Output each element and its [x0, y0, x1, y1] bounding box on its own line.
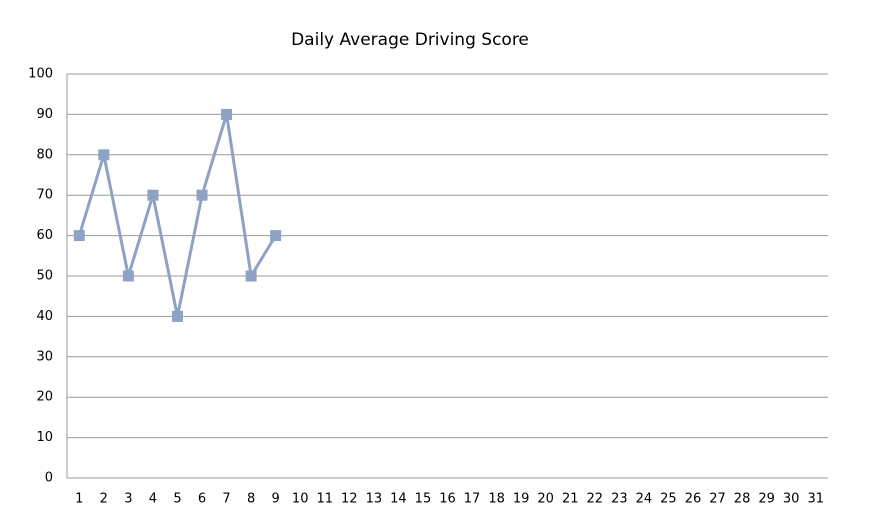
x-tick-label: 1 — [75, 492, 83, 507]
x-tick-label: 14 — [390, 492, 407, 507]
x-tick-label: 2 — [100, 492, 108, 507]
y-tick-label: 70 — [36, 188, 53, 203]
x-tick-label: 17 — [464, 492, 481, 507]
x-tick-label: 30 — [783, 492, 800, 507]
x-tick-label: 8 — [247, 492, 255, 507]
y-tick-label: 20 — [36, 390, 53, 405]
y-tick-label: 0 — [45, 471, 53, 486]
x-tick-label: 3 — [124, 492, 132, 507]
y-tick-label: 90 — [36, 107, 53, 122]
y-tick-label: 80 — [36, 147, 53, 162]
y-tick-label: 40 — [36, 309, 53, 324]
x-tick-label: 12 — [341, 492, 358, 507]
x-tick-label: 28 — [734, 492, 751, 507]
point-marker — [122, 270, 134, 282]
y-tick-label: 10 — [36, 430, 53, 445]
point-marker — [196, 189, 208, 201]
point-marker — [73, 230, 85, 242]
point-marker — [270, 230, 282, 242]
x-tick-label: 29 — [758, 492, 775, 507]
x-tick-label: 15 — [415, 492, 432, 507]
x-tick-label: 16 — [439, 492, 456, 507]
x-tick-label: 4 — [149, 492, 157, 507]
x-tick-label: 26 — [685, 492, 702, 507]
x-tick-label: 11 — [316, 492, 333, 507]
x-tick-label: 19 — [513, 492, 530, 507]
x-tick-label: 23 — [611, 492, 628, 507]
point-marker — [147, 189, 159, 201]
x-tick-label: 7 — [222, 492, 230, 507]
x-tick-label: 24 — [636, 492, 653, 507]
y-tick-label: 50 — [36, 269, 53, 284]
x-tick-label: 5 — [173, 492, 181, 507]
y-tick-label: 30 — [36, 349, 53, 364]
x-tick-label: 20 — [537, 492, 554, 507]
x-tick-label: 27 — [709, 492, 726, 507]
x-tick-label: 21 — [562, 492, 579, 507]
x-tick-label: 22 — [587, 492, 604, 507]
chart-title: Daily Average Driving Score — [291, 30, 529, 50]
x-tick-label: 6 — [198, 492, 206, 507]
x-tick-label: 9 — [272, 492, 280, 507]
y-tick-label: 100 — [28, 67, 53, 82]
point-marker — [245, 270, 257, 282]
point-marker — [171, 310, 183, 322]
x-tick-label: 18 — [488, 492, 505, 507]
y-tick-label: 60 — [36, 228, 53, 243]
point-marker — [98, 149, 110, 161]
point-marker — [221, 108, 233, 120]
x-tick-label: 13 — [366, 492, 383, 507]
x-tick-label: 31 — [807, 492, 824, 507]
x-tick-label: 10 — [292, 492, 309, 507]
x-tick-label: 25 — [660, 492, 677, 507]
